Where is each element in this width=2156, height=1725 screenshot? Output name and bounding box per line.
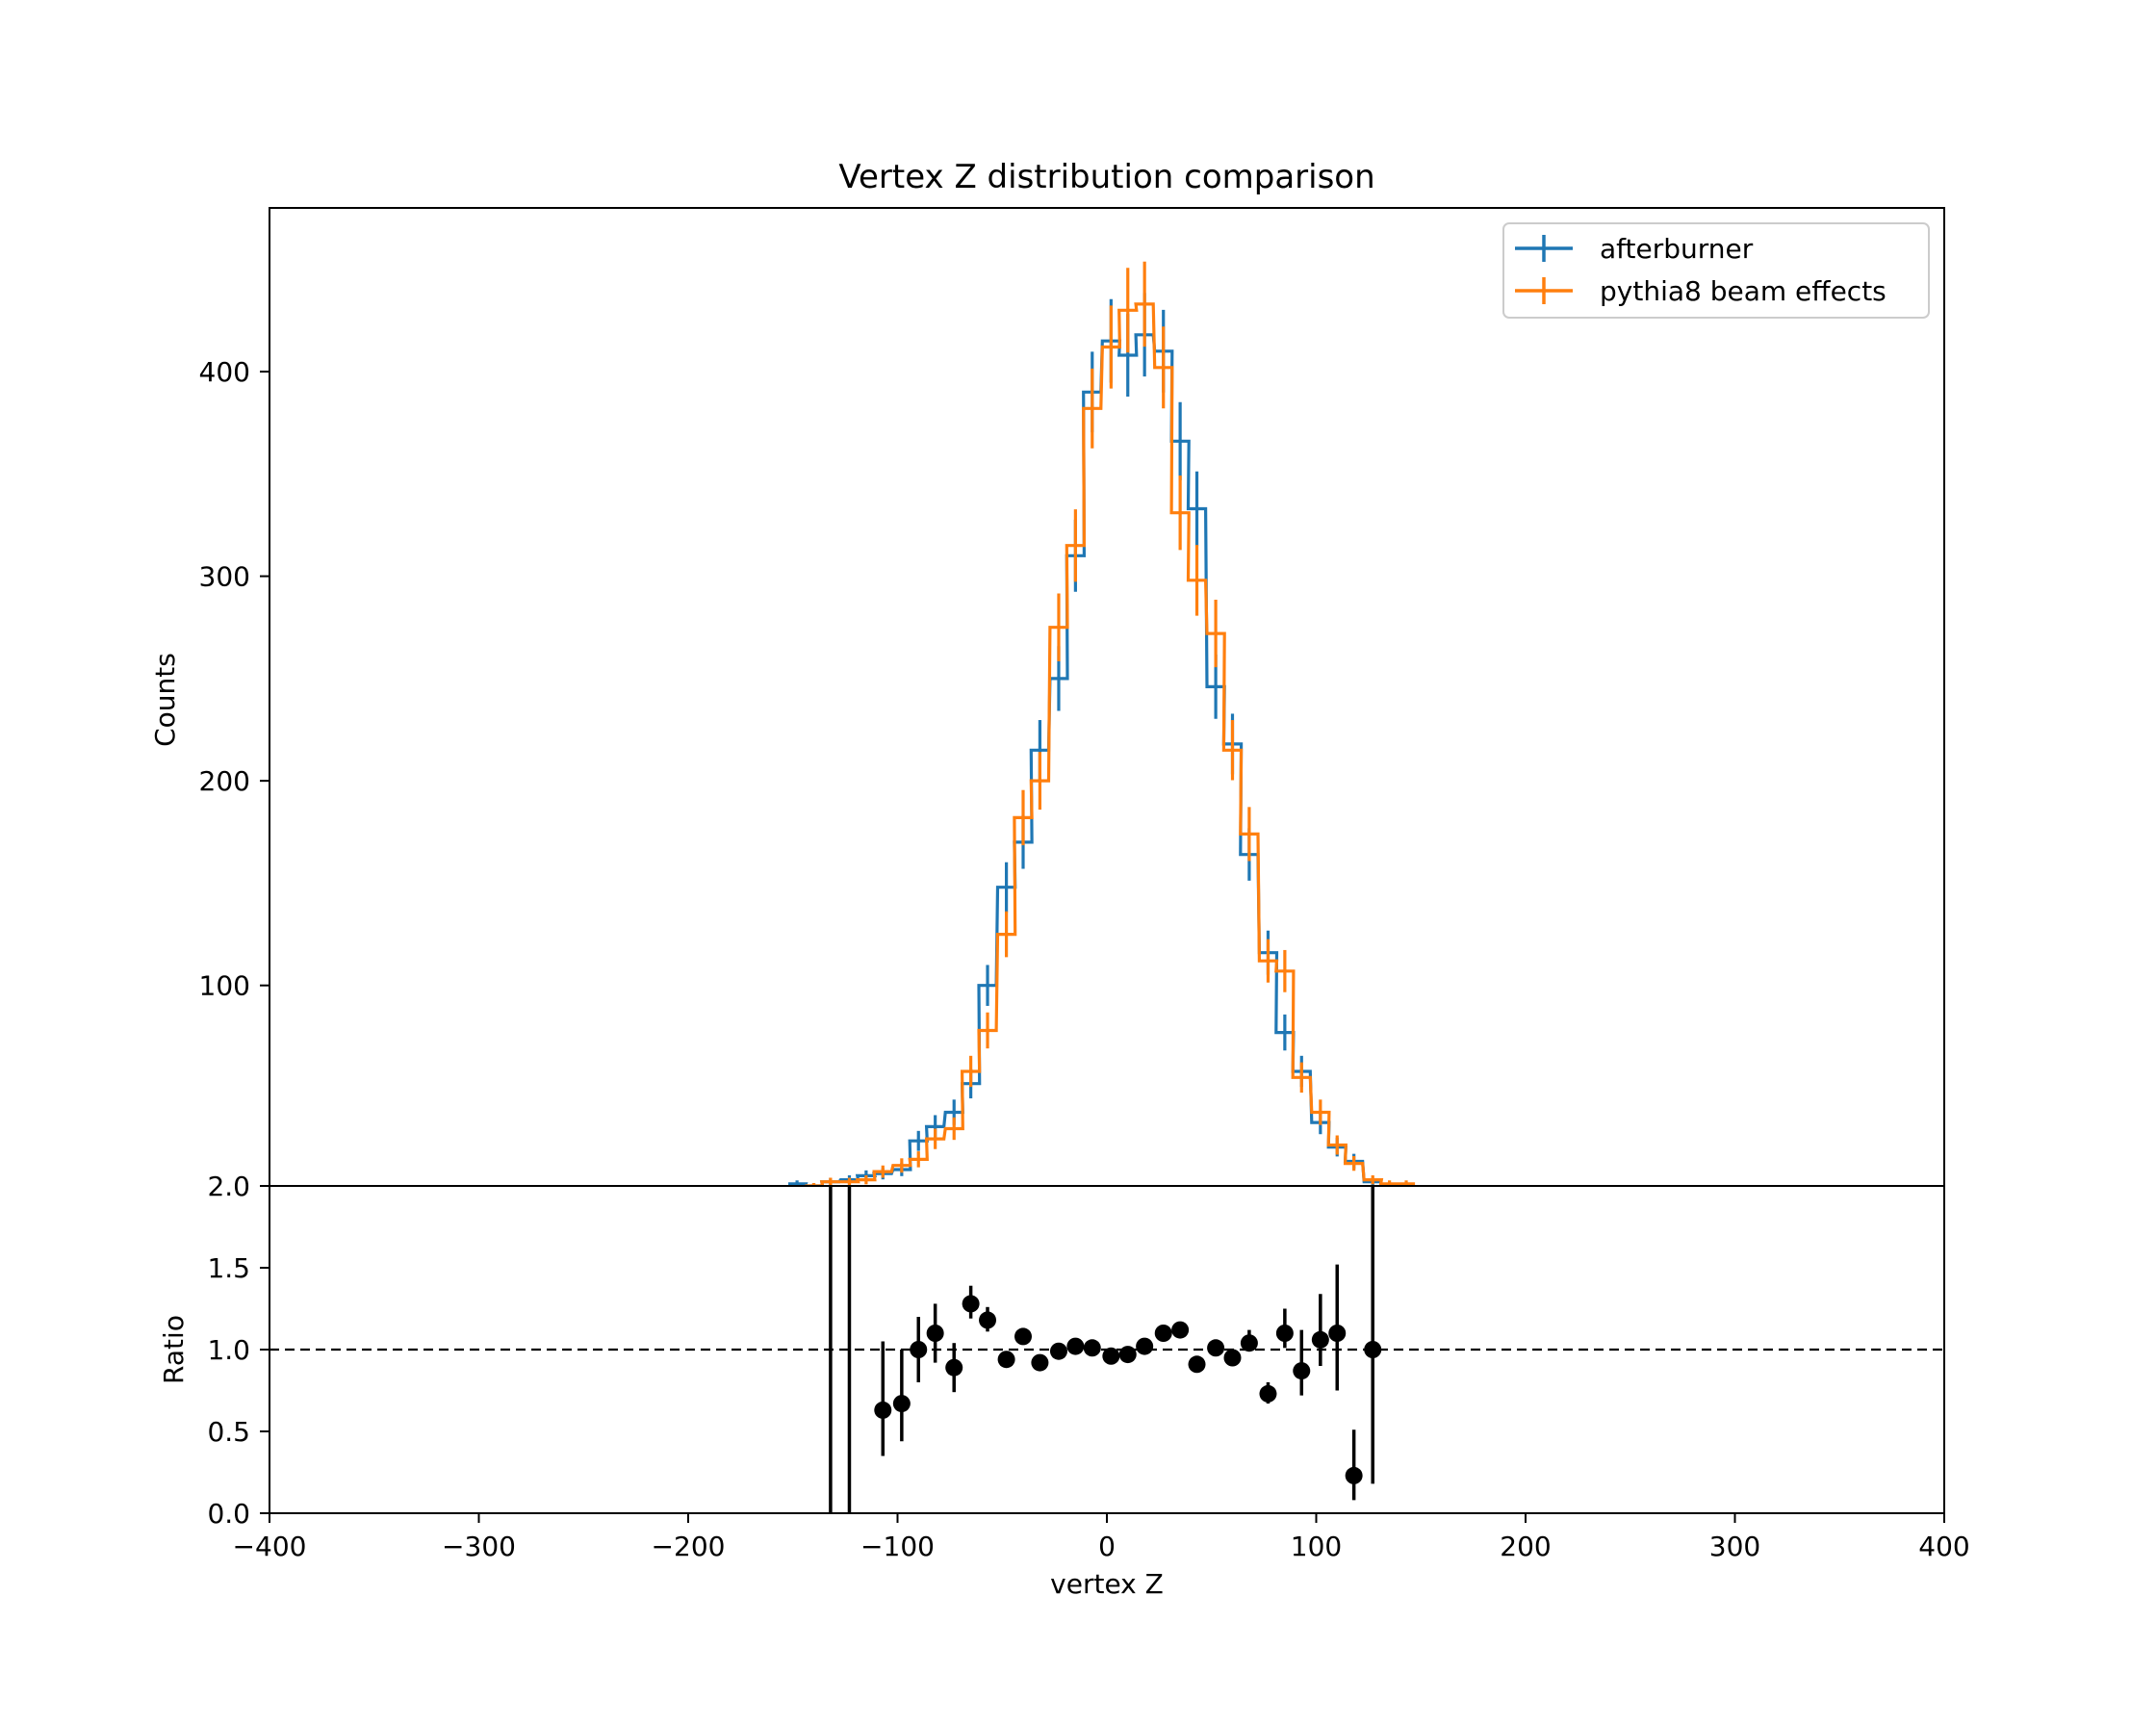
x-tick-label-1: −300: [442, 1531, 516, 1562]
ratio-point-20: [1188, 1355, 1206, 1374]
ratio-y-tick-label-0: 0.0: [207, 1498, 250, 1530]
ratio-point-30: [1364, 1341, 1382, 1358]
x-tick-label-6: 200: [1500, 1531, 1551, 1562]
main-panel: 100 200 300 400 Counts: [149, 207, 1945, 1188]
legend-label-pythia8: pythia8 beam effects: [1600, 275, 1886, 307]
ratio-point-3: [892, 1395, 911, 1413]
ratio-point-7: [962, 1295, 980, 1313]
ratio-point-17: [1136, 1337, 1154, 1355]
ratio-y-tick-label-1: 0.5: [207, 1416, 250, 1448]
legend: afterburner pythia8 beam effects: [1502, 222, 1930, 319]
x-tick-label-0: −400: [233, 1531, 307, 1562]
x-axis-label: vertex Z: [1050, 1568, 1164, 1600]
x-tick-label-4: 0: [1098, 1531, 1116, 1562]
main-y-axis-label: Counts: [149, 653, 181, 747]
ratio-panel: 0.0 0.5 1.0 1.5 2.0 Ratio: [158, 1171, 1945, 1530]
ratio-y-tick-label-2: 1.0: [207, 1334, 250, 1366]
ratio-point-18: [1154, 1325, 1172, 1342]
ratio-point-5: [926, 1325, 944, 1342]
ratio-point-9: [997, 1351, 1015, 1369]
ratio-points-group: [829, 1186, 1382, 1513]
ratio-point-2: [874, 1401, 892, 1419]
ratio-point-26: [1293, 1362, 1311, 1380]
ratio-point-10: [1014, 1327, 1032, 1346]
main-y-tick-label-3: 400: [199, 356, 250, 388]
ratio-point-24: [1259, 1384, 1277, 1403]
ratio-y-tick-label-3: 1.5: [207, 1252, 250, 1284]
ratio-point-21: [1207, 1339, 1225, 1357]
main-series-group: [788, 261, 1416, 1188]
main-y-ticks: 100 200 300 400: [199, 356, 270, 1002]
ratio-point-6: [945, 1358, 963, 1377]
main-plot-area: [270, 208, 1944, 1186]
ratio-point-12: [1049, 1342, 1067, 1360]
ratio-point-19: [1171, 1321, 1190, 1339]
ratio-point-22: [1223, 1349, 1242, 1367]
main-y-tick-label-1: 200: [199, 765, 250, 797]
ratio-point-28: [1328, 1325, 1347, 1342]
x-tick-label-8: 400: [1918, 1531, 1969, 1562]
x-tick-label-7: 300: [1709, 1531, 1760, 1562]
x-tick-label-2: −200: [652, 1531, 726, 1562]
ratio-point-13: [1066, 1337, 1085, 1355]
ratio-y-axis-label: Ratio: [158, 1315, 190, 1384]
legend-label-afterburner: afterburner: [1600, 233, 1754, 265]
main-y-tick-label-2: 300: [199, 561, 250, 593]
ratio-point-11: [1031, 1353, 1049, 1372]
ratio-y-tick-label-4: 2.0: [207, 1171, 250, 1202]
legend-box: [1502, 222, 1930, 319]
main-y-tick-label-0: 100: [199, 970, 250, 1002]
ratio-point-27: [1311, 1330, 1329, 1349]
ratio-point-16: [1118, 1346, 1137, 1364]
x-ticks: −400 −300 −200 −100 0 100 200 300 400: [233, 1513, 1970, 1562]
x-tick-label-3: −100: [860, 1531, 935, 1562]
ratio-point-25: [1275, 1325, 1294, 1342]
ratio-point-29: [1345, 1466, 1363, 1484]
ratio-point-15: [1102, 1347, 1120, 1365]
ratio-point-8: [979, 1311, 997, 1329]
ratio-point-14: [1083, 1339, 1101, 1357]
x-tick-label-5: 100: [1291, 1531, 1342, 1562]
ratio-point-4: [910, 1341, 928, 1358]
ratio-point-23: [1240, 1334, 1258, 1352]
ratio-y-ticks: 0.0 0.5 1.0 1.5 2.0: [207, 1171, 270, 1530]
chart-title: Vertex Z distribution comparison: [838, 158, 1374, 196]
